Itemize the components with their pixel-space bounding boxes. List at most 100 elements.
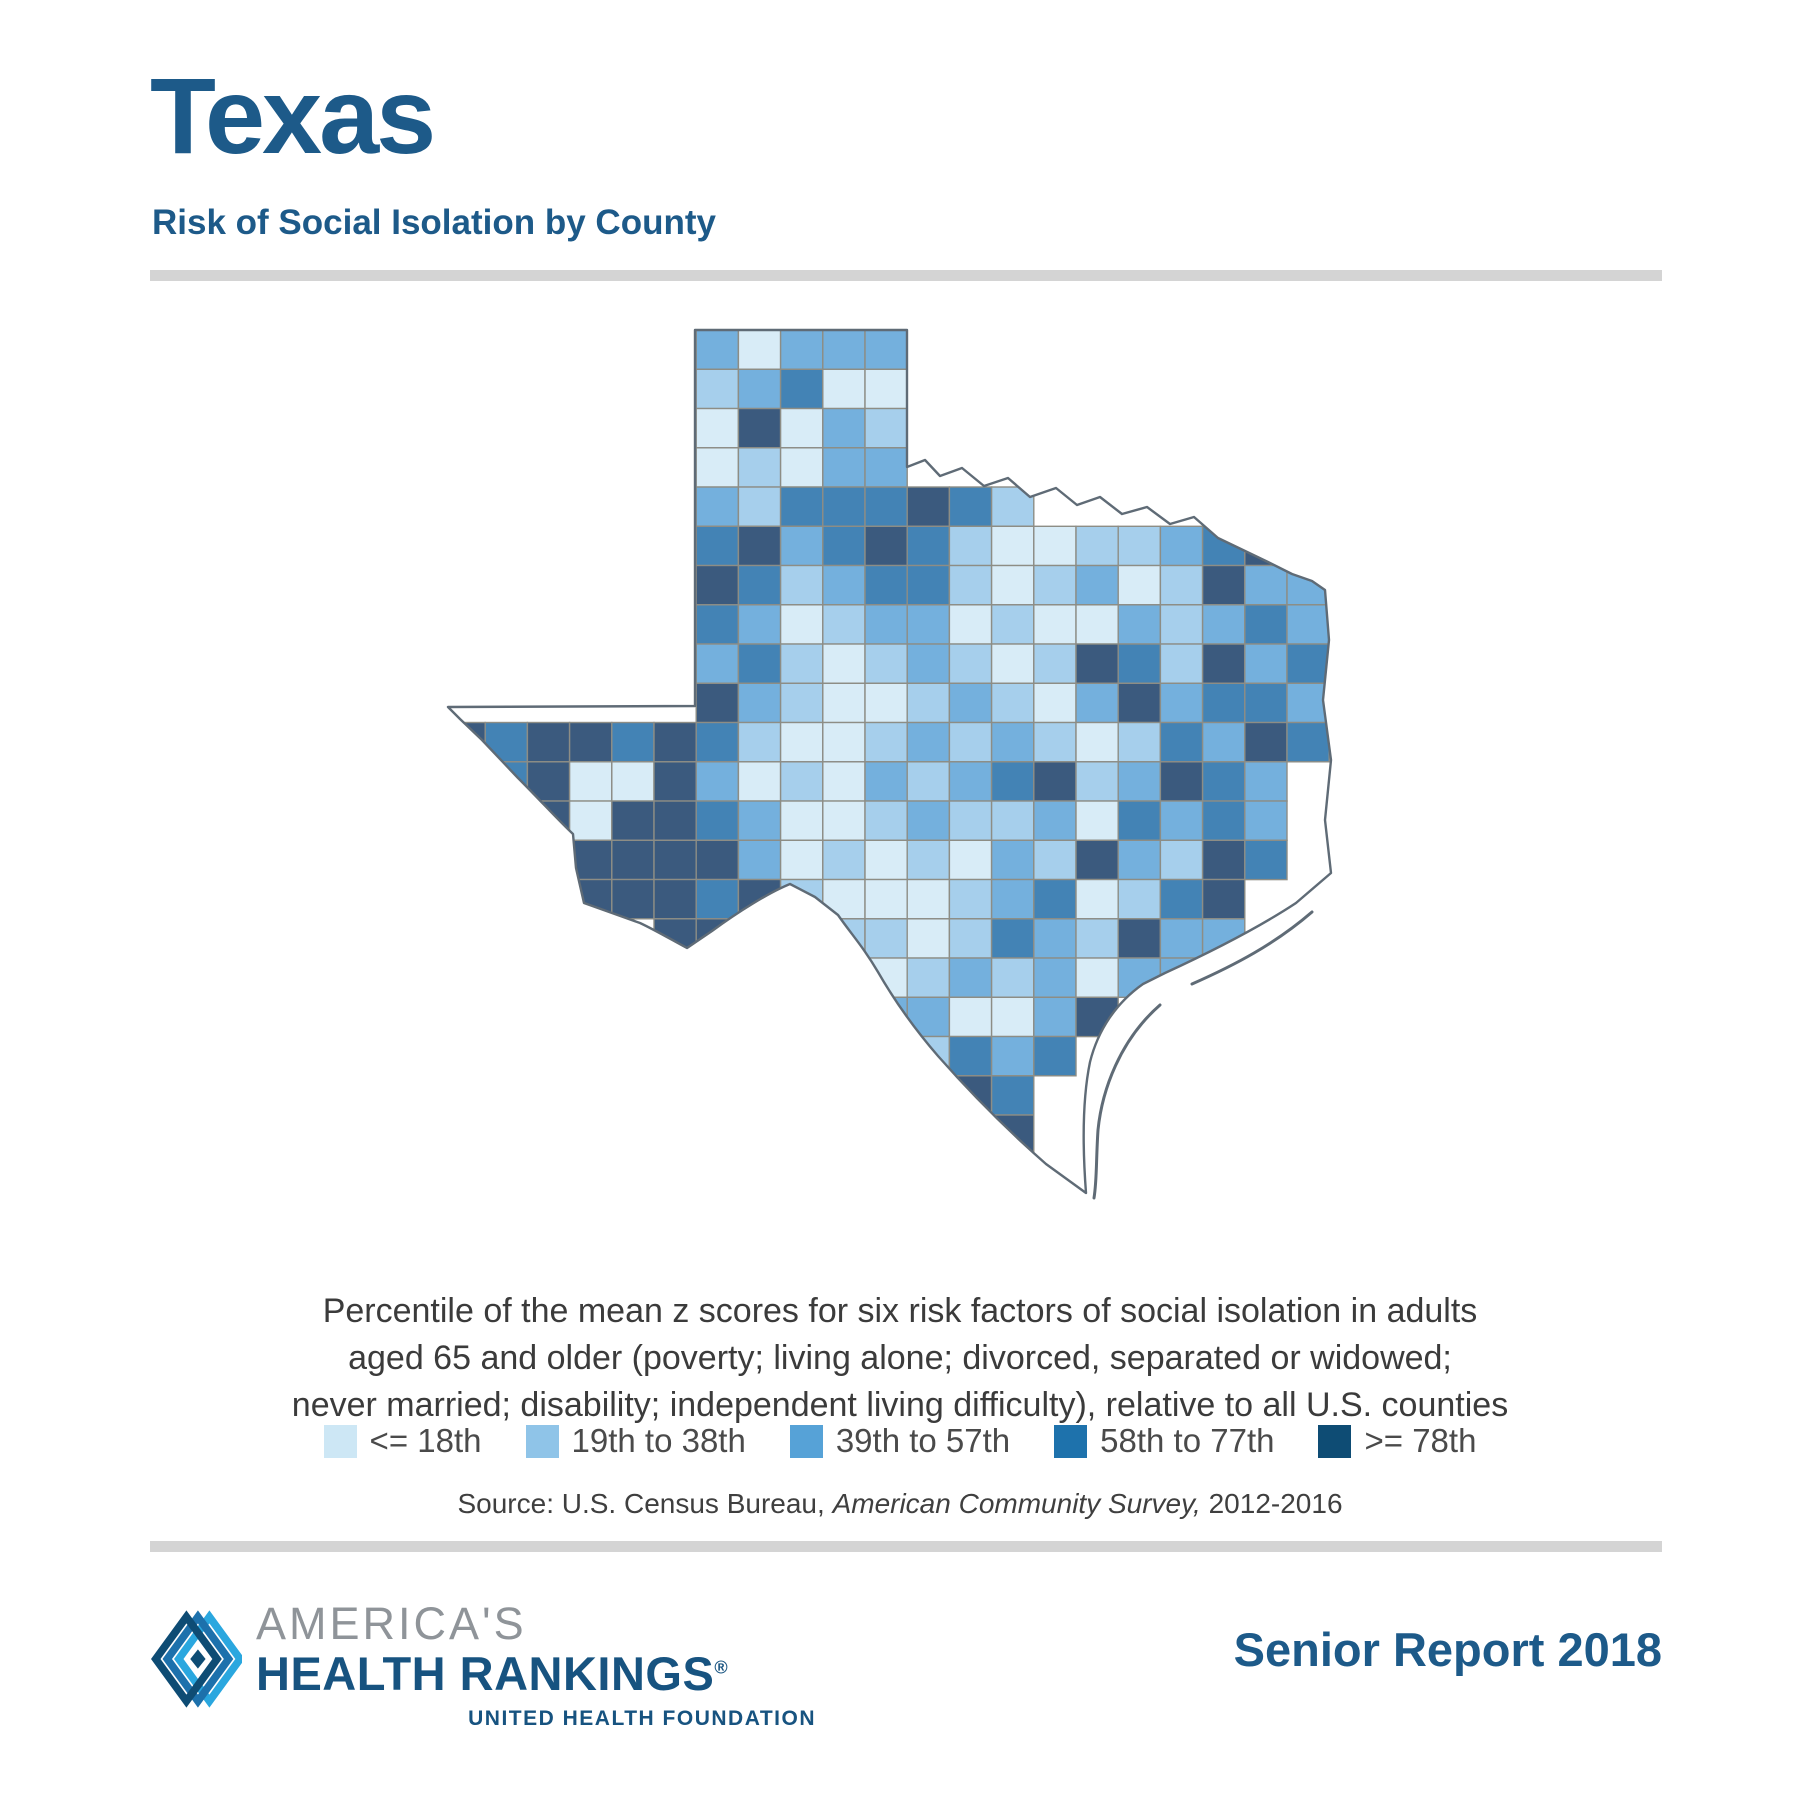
legend-swatch-2 (525, 1424, 559, 1458)
county-cell (948, 486, 993, 527)
county-cell (990, 604, 1035, 645)
county-cell (948, 996, 993, 1038)
county-cell (779, 682, 824, 724)
county-cell (990, 721, 1035, 763)
county-cell (737, 918, 782, 959)
county-cell (864, 486, 908, 527)
texas-map-svg (446, 328, 1333, 1200)
county-cell (1075, 957, 1119, 998)
county-cell (1159, 761, 1204, 802)
county-cell (1286, 525, 1330, 567)
county-cell (906, 721, 951, 763)
county-cell (990, 1153, 1035, 1193)
county-cell (906, 604, 951, 645)
county-cell (779, 604, 824, 645)
county-cell (1159, 957, 1204, 998)
county-cell (737, 957, 782, 998)
county-cell (822, 957, 866, 998)
county-cell (1159, 721, 1204, 763)
bottom-divider (150, 1541, 1662, 1552)
description-line-2: aged 65 and older (poverty; living alone… (348, 1339, 1452, 1377)
county-cell (1075, 878, 1119, 920)
source-attribution: Source: U.S. Census Bureau, American Com… (0, 1488, 1800, 1520)
county-cell (779, 564, 824, 606)
legend-label-2: 19th to 38th (571, 1422, 746, 1459)
county-cell (906, 839, 951, 881)
county-cell (737, 721, 782, 763)
county-cell (948, 643, 993, 684)
description-line-3: never married; disability; independent l… (291, 1386, 1509, 1424)
county-cell (779, 839, 824, 881)
county-cell (737, 407, 782, 449)
county-cell (695, 368, 740, 410)
county-cell (653, 918, 697, 959)
description-line-1: Percentile of the mean z scores for six … (322, 1292, 1478, 1330)
legend-label-5: >= 78th (1364, 1422, 1477, 1459)
county-cell (990, 800, 1035, 841)
county-cell (695, 525, 740, 567)
county-cell (1201, 643, 1246, 684)
county-cell (448, 721, 486, 763)
source-survey-name: American Community Survey, (832, 1488, 1201, 1519)
county-cell (779, 721, 824, 763)
county-cell (948, 878, 993, 920)
county-cell (1159, 682, 1204, 724)
county-cell (1159, 800, 1204, 841)
county-cell (611, 800, 655, 841)
county-cell (906, 525, 951, 567)
county-cell (864, 682, 908, 724)
county-cell (737, 682, 782, 724)
county-cell (1075, 996, 1119, 1038)
county-cell (737, 604, 782, 645)
county-cell (695, 721, 740, 763)
county-cell (779, 447, 824, 488)
county-cell (822, 564, 866, 606)
brand-line-foundation: UNITED HEALTH FOUNDATION (468, 1707, 816, 1731)
county-cell (906, 682, 951, 724)
county-cell (906, 957, 951, 998)
county-cell (1033, 918, 1077, 959)
county-cell (1117, 525, 1162, 567)
county-cell (864, 996, 908, 1038)
county-cell (1159, 839, 1204, 881)
county-cell (990, 564, 1035, 606)
county-cell (695, 447, 740, 488)
county-cell (1286, 721, 1330, 763)
county-cell (653, 721, 697, 763)
county-cell (779, 643, 824, 684)
county-cell (779, 486, 824, 527)
county-cell (864, 368, 908, 410)
county-cell (990, 643, 1035, 684)
county-cell (1286, 643, 1330, 684)
county-cell (611, 721, 655, 763)
county-cell (906, 1114, 951, 1155)
legend-item: 39th to 57th (789, 1422, 1010, 1460)
county-cell (990, 1035, 1035, 1077)
county-cell (906, 1153, 951, 1193)
county-cell (695, 643, 740, 684)
county-cell (737, 330, 782, 370)
county-cell (737, 761, 782, 802)
county-cell (864, 447, 908, 488)
county-cell (864, 1075, 908, 1116)
county-cell (864, 761, 908, 802)
county-cell (1117, 564, 1162, 606)
county-cell (822, 525, 866, 567)
county-cell (948, 1114, 993, 1155)
county-cell (737, 486, 782, 527)
county-cell (526, 721, 571, 763)
texas-choropleth-map (430, 320, 1350, 1210)
county-cell (990, 839, 1035, 881)
county-cell (864, 957, 908, 998)
county-cell (695, 878, 740, 920)
legend-swatch-1 (323, 1424, 357, 1458)
county-cell (822, 447, 866, 488)
county-cell (568, 761, 613, 802)
county-cell (990, 682, 1035, 724)
county-cell (1117, 721, 1162, 763)
county-cell (1033, 800, 1077, 841)
county-cell (822, 800, 866, 841)
map-legend: <= 18th 19th to 38th 39th to 57th 58th t… (0, 1422, 1800, 1460)
page-title: Texas (150, 55, 436, 176)
county-cell (1033, 604, 1077, 645)
